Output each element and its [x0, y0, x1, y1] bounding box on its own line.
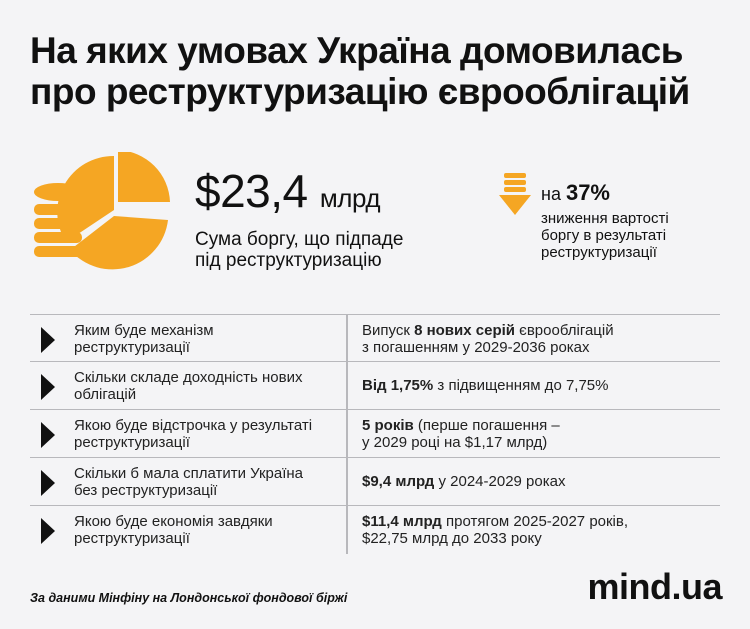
arrow-down-icon	[499, 173, 531, 215]
debt-caption: Сума боргу, що підпаде під реструктуриза…	[195, 229, 455, 271]
row-question: Якою буде економія завдяки реструктуриза…	[74, 513, 334, 547]
debt-caption-line-1: Сума боргу, що підпаде	[195, 229, 404, 250]
row-answer-post: у 2024-2029 роках	[434, 473, 566, 490]
column-divider	[346, 506, 348, 554]
reduction-percent-value: 37%	[565, 180, 610, 205]
row-answer-post: єврооблігацій	[515, 322, 614, 339]
row-answer-post: протягом 2025-2027 років,	[441, 513, 629, 530]
column-divider	[346, 362, 348, 409]
source-note: За даними Мінфіну на Лондонської фондово…	[30, 591, 348, 605]
row-answer-bold: 5 років	[362, 417, 414, 434]
row-question: Скільки складе доходність нових облігаці…	[74, 369, 334, 403]
row-answer-line-2: у 2029 році на $1,17 млрд)	[362, 434, 548, 451]
row-question-line-1: Яким буде механізм	[74, 322, 214, 339]
table-row: Яким буде механізм реструктуризації Випу…	[30, 314, 720, 362]
column-divider	[346, 315, 348, 361]
bullet-triangle-icon	[41, 518, 55, 544]
row-answer-post: (перше погашення –	[413, 417, 560, 434]
bullet-triangle-icon	[41, 422, 55, 448]
table-row: Скільки б мала сплатити Україна без рест…	[30, 458, 720, 506]
reduction-caption: зниження вартості боргу в результаті рес…	[541, 210, 721, 261]
row-answer-line-1: Випуск 8 нових серій єврооблігацій	[362, 322, 712, 339]
row-question-line-1: Якою буде економія завдяки	[74, 513, 273, 530]
row-answer-post: з підвищенням до 7,75%	[433, 377, 609, 394]
row-question-line-2: реструктуризації	[74, 530, 190, 547]
column-divider	[346, 458, 348, 505]
row-answer-line-1: $9,4 млрд у 2024-2029 роках	[362, 473, 712, 490]
title-line-2: про реструктуризацію єврооблігацій	[30, 71, 690, 112]
terms-table: Яким буде механізм реструктуризації Випу…	[30, 314, 720, 554]
bullet-triangle-icon	[41, 470, 55, 496]
reduction-percent: на 37%	[541, 180, 610, 207]
row-question-line-2: без реструктуризації	[74, 482, 218, 499]
pie-bottom-slice	[70, 216, 168, 270]
row-answer: $11,4 млрд протягом 2025-2027 років, $22…	[362, 513, 712, 547]
reduction-caption-line-3: реструктуризації	[541, 244, 657, 261]
row-answer-bold: 8 нових серій	[414, 322, 515, 339]
pie-main-slice	[57, 155, 114, 242]
bullet-triangle-icon	[41, 374, 55, 400]
row-question: Яким буде механізм реструктуризації	[74, 322, 334, 356]
title-line-1: На яких умовах Україна домовилась	[30, 30, 683, 71]
row-answer-line-1: $11,4 млрд протягом 2025-2027 років,	[362, 513, 712, 530]
row-question-line-1: Скільки б мала сплатити Україна	[74, 465, 304, 482]
row-answer-bold: $9,4 млрд	[362, 473, 435, 490]
row-answer-line-2: з погашенням у 2029-2036 роках	[362, 339, 590, 356]
pie-detached-slice	[118, 152, 170, 202]
page-title: На яких умовах Україна домовилась про ре…	[30, 30, 730, 112]
row-question-line-1: Скільки складе доходність нових	[74, 369, 303, 386]
row-answer-bold: Від 1,75%	[362, 377, 434, 394]
table-row: Якою буде економія завдяки реструктуриза…	[30, 506, 720, 554]
row-answer-line-1: Від 1,75% з підвищенням до 7,75%	[362, 377, 712, 394]
row-question-line-2: реструктуризації	[74, 339, 190, 356]
column-divider	[346, 410, 348, 457]
debt-amount-unit: млрд	[319, 183, 381, 213]
reduction-prefix: на	[541, 184, 566, 204]
row-question-line-2: реструктуризації	[74, 434, 190, 451]
row-question-line-2: облігацій	[74, 386, 137, 403]
row-answer-bold: $11,4 млрд	[362, 513, 442, 530]
logo: mind.ua	[587, 566, 722, 607]
table-row: Якою буде відстрочка у результаті рестру…	[30, 410, 720, 458]
debt-amount-value: $23,4	[195, 165, 308, 217]
row-answer-line-1: 5 років (перше погашення –	[362, 417, 712, 434]
debt-caption-line-2: під реструктуризацію	[195, 250, 382, 271]
pie-chart-coins-icon	[34, 152, 170, 270]
coin-4	[34, 246, 82, 257]
row-question: Скільки б мала сплатити Україна без рест…	[74, 465, 334, 499]
reduction-caption-line-1: зниження вартості	[541, 210, 669, 227]
debt-amount: $23,4 млрд	[195, 165, 381, 223]
reduction-caption-line-2: боргу в результаті	[541, 227, 667, 244]
row-answer: Випуск 8 нових серій єврооблігацій з пог…	[362, 322, 712, 356]
table-row: Скільки складе доходність нових облігаці…	[30, 362, 720, 410]
row-answer: 5 років (перше погашення – у 2029 році н…	[362, 417, 712, 451]
row-answer: $9,4 млрд у 2024-2029 роках	[362, 473, 712, 490]
row-question-line-1: Якою буде відстрочка у результаті	[74, 417, 313, 434]
row-answer-pre: Випуск	[362, 322, 415, 339]
row-answer-line-2: $22,75 млрд до 2033 року	[362, 530, 542, 547]
row-answer: Від 1,75% з підвищенням до 7,75%	[362, 377, 712, 394]
bullet-triangle-icon	[41, 327, 55, 353]
row-question: Якою буде відстрочка у результаті рестру…	[74, 417, 334, 451]
